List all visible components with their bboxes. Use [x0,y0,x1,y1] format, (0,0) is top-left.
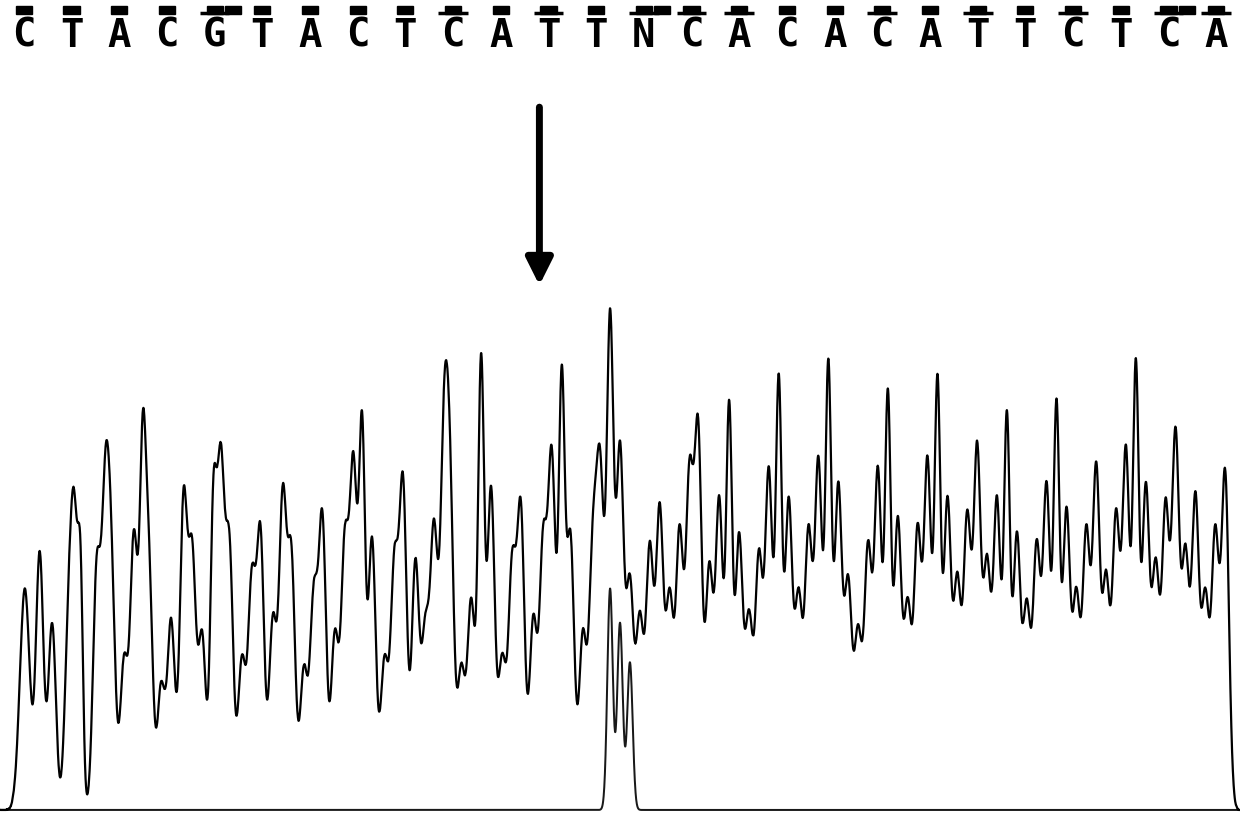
Text: A: A [728,17,751,55]
Text: N: N [632,17,656,55]
Bar [636,6,652,14]
Text: G: G [203,17,227,55]
Bar [827,6,843,14]
Bar [874,6,890,14]
Text: C: C [680,17,703,55]
Bar [226,6,242,14]
Bar [492,6,508,14]
Text: C: C [775,17,799,55]
Bar [1208,6,1224,14]
Bar [732,6,748,14]
Bar [445,6,461,14]
Bar [350,6,366,14]
Bar [112,6,128,14]
Text: T: T [250,17,274,55]
Text: C: C [441,17,465,55]
Bar [63,6,79,14]
Text: A: A [1204,17,1228,55]
Text: T: T [393,17,417,55]
Text: T: T [537,17,560,55]
Text: T: T [1109,17,1132,55]
Bar [1017,6,1033,14]
Text: T: T [584,17,608,55]
Text: C: C [1157,17,1180,55]
Text: A: A [919,17,941,55]
Bar [588,6,604,14]
Bar [1065,6,1081,14]
Text: C: C [346,17,370,55]
Text: A: A [299,17,321,55]
Text: T: T [60,17,83,55]
Bar [254,6,270,14]
Text: T: T [966,17,990,55]
Text: C: C [1061,17,1085,55]
Bar [970,6,986,14]
Bar [655,6,671,14]
Bar [923,6,939,14]
Text: T: T [1013,17,1037,55]
Bar [16,6,32,14]
Bar [207,6,223,14]
Bar [303,6,317,14]
Bar [683,6,699,14]
Bar [1179,6,1195,14]
Text: A: A [108,17,131,55]
Bar [1112,6,1128,14]
Text: A: A [823,17,847,55]
Bar [541,6,557,14]
Text: C: C [870,17,894,55]
Text: C: C [155,17,179,55]
Bar [779,6,795,14]
Bar [159,6,175,14]
Text: A: A [489,17,512,55]
Text: C: C [12,17,36,55]
Bar [1161,6,1177,14]
Bar [397,6,413,14]
